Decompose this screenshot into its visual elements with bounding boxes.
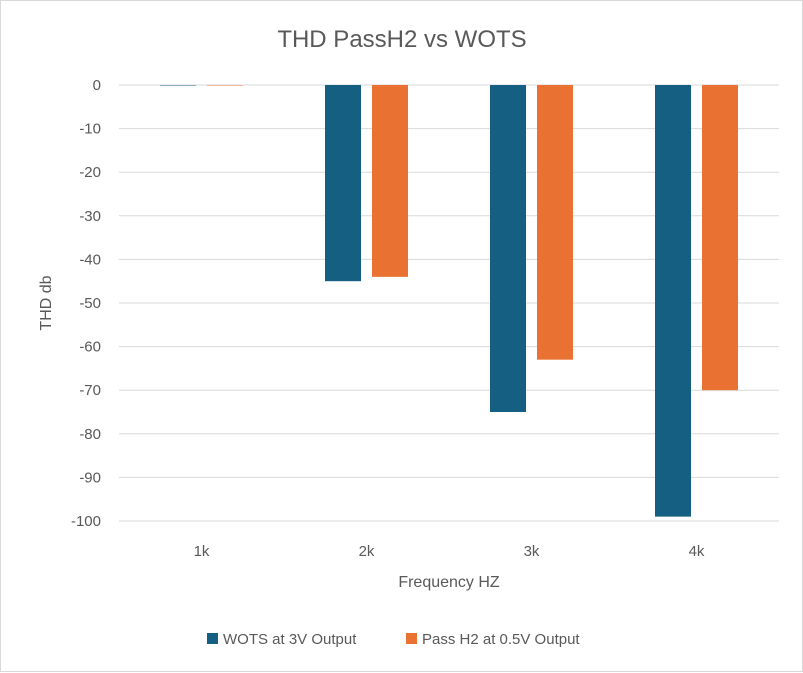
legend-label: WOTS at 3V Output	[223, 631, 357, 648]
y-tick-label: -50	[79, 295, 101, 312]
y-tick-label: -10	[79, 121, 101, 138]
y-tick-labels: 0 -10 -20 -30 -40 -50 -60 -70 -80 -90 -100	[71, 77, 101, 530]
y-tick-label: -60	[79, 339, 101, 356]
bar	[325, 85, 361, 282]
y-axis-label: THD db	[38, 275, 55, 330]
x-tick-labels: 1k 2k 3k 4k	[194, 543, 705, 560]
bar	[490, 85, 526, 412]
y-tick-label: 0	[93, 77, 101, 94]
x-tick-label: 2k	[359, 543, 375, 560]
bars	[160, 85, 738, 517]
x-axis-label: Frequency HZ	[398, 574, 500, 591]
bar	[160, 85, 196, 86]
x-tick-label: 3k	[524, 543, 540, 560]
legend-label: Pass H2 at 0.5V Output	[422, 631, 580, 648]
x-tick-label: 4k	[689, 543, 705, 560]
y-tick-label: -30	[79, 208, 101, 225]
y-tick-label: -80	[79, 426, 101, 443]
bar	[537, 85, 573, 360]
legend-swatch	[207, 633, 218, 644]
bar	[372, 85, 408, 277]
y-tick-label: -90	[79, 469, 101, 486]
y-tick-label: -40	[79, 251, 101, 268]
legend: WOTS at 3V Output Pass H2 at 0.5V Output	[207, 631, 580, 648]
legend-swatch	[406, 633, 417, 644]
x-tick-label: 1k	[194, 543, 210, 560]
y-tick-label: -100	[71, 513, 101, 530]
bar	[655, 85, 691, 517]
chart-title: THD PassH2 vs WOTS	[277, 26, 526, 53]
y-tick-label: -20	[79, 164, 101, 181]
bar	[207, 85, 243, 86]
y-tick-label: -70	[79, 382, 101, 399]
bar	[702, 85, 738, 391]
